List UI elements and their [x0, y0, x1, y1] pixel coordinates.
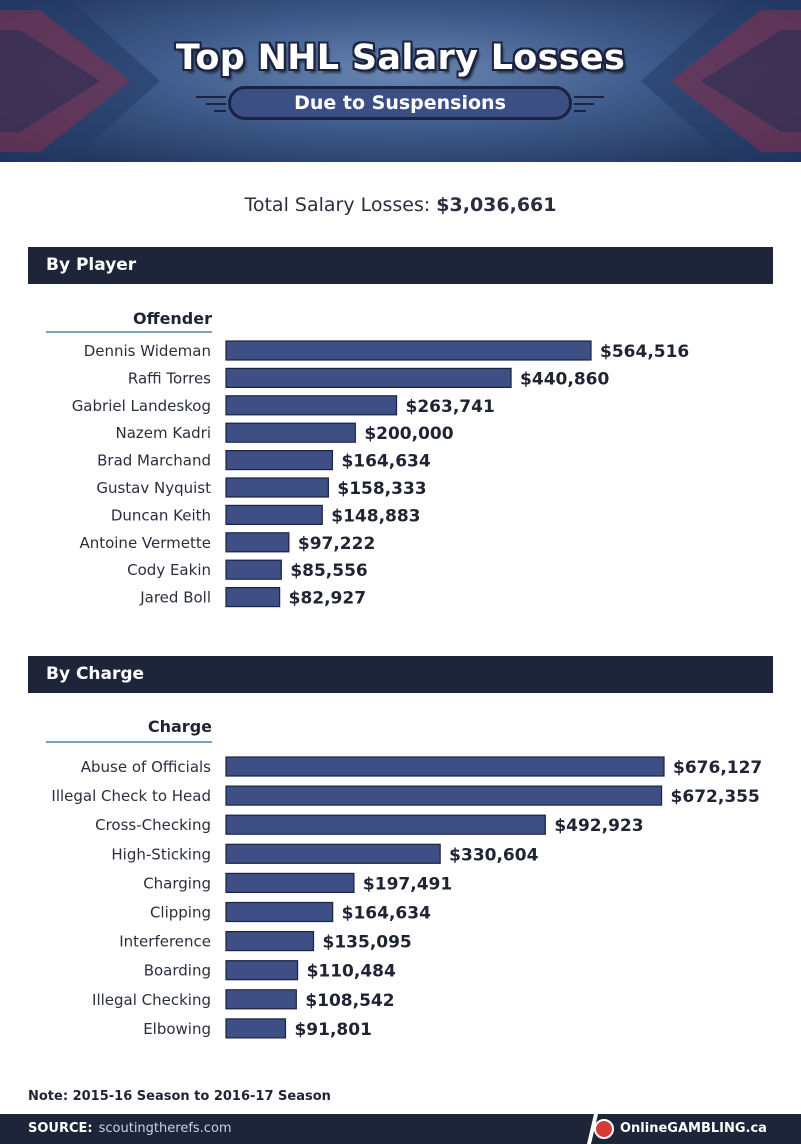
category-label: Interference [119, 933, 211, 951]
value-label: $197,491 [363, 874, 452, 894]
value-label: $110,484 [307, 962, 396, 982]
total-label: Total Salary Losses: [244, 194, 431, 216]
column-header-charge: Charge [147, 717, 212, 736]
value-label: $158,333 [337, 479, 426, 499]
category-label: Elbowing [143, 1020, 211, 1038]
bar [225, 843, 441, 864]
value-label: $676,127 [673, 758, 762, 778]
column-header-underline [46, 331, 212, 333]
bar [225, 785, 663, 806]
bar [225, 395, 398, 416]
category-label: Dennis Wideman [84, 342, 211, 360]
value-label: $200,000 [364, 424, 453, 444]
bar [225, 756, 665, 777]
category-label: Illegal Checking [92, 991, 211, 1009]
value-label: $164,634 [341, 452, 430, 472]
category-label: Jared Boll [139, 589, 211, 607]
category-label: Cross-Checking [95, 816, 211, 834]
source-label: SOURCE: [28, 1121, 93, 1136]
bar [225, 422, 356, 443]
bar [225, 450, 334, 471]
category-label: Antoine Vermette [79, 534, 211, 552]
bar [225, 1018, 287, 1039]
category-label: Cody Eakin [127, 561, 211, 579]
header-decoration [0, 0, 801, 162]
category-label: Abuse of Officials [81, 758, 211, 776]
bar [225, 532, 290, 553]
source-link[interactable]: scoutingtherefs.com [98, 1121, 232, 1136]
category-label: Boarding [144, 962, 211, 980]
footer-divider [587, 1114, 598, 1144]
bar [225, 504, 323, 525]
speed-line [574, 96, 604, 98]
bar [225, 367, 512, 388]
value-label: $108,542 [305, 991, 394, 1011]
total-amount: $3,036,661 [436, 194, 557, 216]
category-label: Duncan Keith [111, 506, 211, 524]
value-label: $148,883 [331, 506, 420, 526]
value-label: $135,095 [323, 933, 412, 953]
value-label: $85,556 [290, 561, 367, 581]
value-label: $97,222 [298, 534, 375, 554]
footer: SOURCE: scoutingtherefs.com OnlineGAMBLIN… [0, 1114, 801, 1144]
bar [225, 960, 299, 981]
brand-logo[interactable]: OnlineGAMBLING.ca [594, 1114, 767, 1144]
value-label: $564,516 [600, 342, 689, 362]
category-label: Brad Marchand [97, 452, 211, 470]
category-label: Illegal Check to Head [51, 787, 211, 805]
column-header-offender: Offender [133, 309, 212, 328]
bar [225, 477, 329, 498]
category-label: Charging [143, 874, 211, 892]
bar [225, 340, 592, 361]
category-label: High-Sticking [111, 845, 211, 863]
value-label: $440,860 [520, 369, 609, 389]
source-credit: SOURCE: scoutingtherefs.com [28, 1114, 232, 1144]
column-header-underline [46, 741, 212, 743]
page-title: Top NHL Salary Losses [175, 38, 626, 78]
value-label: $91,801 [294, 1020, 371, 1040]
section-header-by-player: By Player [28, 247, 773, 284]
header-banner: Top NHL Salary Losses Due to Suspensions [0, 0, 801, 162]
speed-line [574, 110, 586, 112]
poker-chip-icon [594, 1119, 614, 1139]
total-salary-losses: Total Salary Losses: $3,036,661 [0, 194, 801, 216]
value-label: $263,741 [406, 397, 495, 417]
value-label: $82,927 [289, 589, 366, 609]
bar [225, 901, 334, 923]
speed-line [196, 96, 226, 98]
bar [225, 814, 546, 835]
category-label: Raffi Torres [128, 369, 211, 387]
bar [225, 872, 355, 894]
category-label: Gabriel Landeskog [72, 397, 211, 415]
speed-line [206, 103, 226, 105]
bar [225, 989, 297, 1010]
speed-line [214, 110, 226, 112]
value-label: $164,634 [342, 904, 431, 924]
brand-name: OnlineGAMBLING.ca [620, 1121, 767, 1136]
category-label: Clipping [150, 904, 211, 922]
category-label: Gustav Nyquist [96, 479, 211, 497]
category-label: Nazem Kadri [115, 424, 211, 442]
value-label: $492,923 [554, 816, 643, 836]
section-header-by-charge: By Charge [28, 656, 773, 693]
bar [225, 586, 281, 608]
bar [225, 559, 282, 580]
value-label: $330,604 [449, 845, 538, 865]
speed-line [574, 103, 594, 105]
value-label: $672,355 [671, 787, 760, 807]
page-subtitle: Due to Suspensions [228, 86, 572, 120]
season-note: Note: 2015-16 Season to 2016-17 Season [28, 1089, 331, 1104]
bar [225, 930, 315, 952]
